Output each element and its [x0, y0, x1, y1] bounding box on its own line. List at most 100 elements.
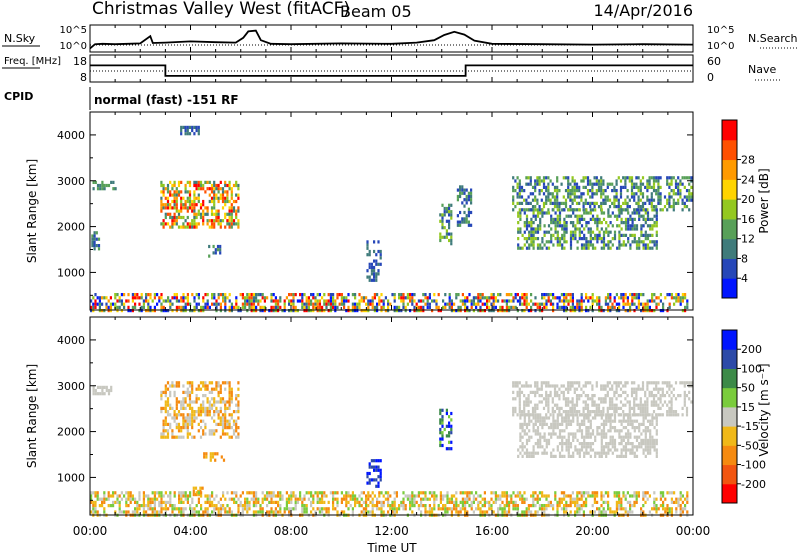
scatter-cell [657, 198, 660, 202]
scatter-cell [569, 413, 573, 417]
scatter-cell [175, 403, 178, 407]
scatter-cell [279, 305, 282, 309]
scatter-cell [409, 507, 412, 511]
scatter-cell [512, 208, 515, 212]
scatter-cell [674, 182, 678, 186]
scatter-cell [193, 132, 196, 136]
scatter-cell [147, 309, 150, 313]
scatter-cell [569, 293, 572, 297]
scatter-cell [175, 193, 178, 197]
scatter-cell [668, 305, 671, 309]
scatter-cell [516, 394, 519, 398]
scatter-cell [519, 296, 522, 300]
scatter-cell [90, 491, 93, 495]
scatter-cell [523, 296, 526, 300]
scatter-cell [461, 497, 464, 501]
scatter-cell [169, 203, 172, 207]
scatter-cell [650, 390, 653, 394]
scatter-cell [611, 224, 614, 228]
scatter-cell [653, 445, 656, 449]
scatter-cell [628, 413, 631, 417]
scatter-cell [525, 384, 528, 388]
scatter-cell [653, 416, 656, 420]
scatter-cell [563, 419, 566, 423]
scatter-cell [644, 246, 647, 250]
scatter-cell [591, 400, 594, 404]
scatter-cell [217, 293, 220, 297]
scatter-cell [406, 497, 409, 501]
scatter-cell [450, 232, 453, 236]
scatter-cell [182, 400, 185, 404]
colorbar-segment [722, 179, 737, 200]
scatter-cell [162, 419, 165, 423]
scatter-cell [668, 192, 671, 196]
scatter-cell [650, 195, 653, 199]
scatter-cell [443, 206, 446, 211]
scatter-cell [615, 195, 618, 199]
scatter-cell [578, 309, 581, 313]
scatter-cell [415, 302, 418, 306]
scatter-cell [371, 510, 374, 514]
scatter-cell [564, 400, 568, 404]
scatter-cell [605, 442, 608, 446]
scatter-cell [479, 510, 482, 514]
scatter-cell [611, 435, 614, 439]
scatter-cell [288, 494, 291, 498]
scatter-cell [197, 397, 200, 401]
scatter-cell [252, 510, 255, 514]
scatter-cell [459, 191, 462, 195]
scatter-cell [525, 217, 529, 221]
scatter-cell [653, 293, 656, 297]
scatter-cell [619, 189, 623, 193]
scatter-cell [578, 422, 581, 426]
scatter-cell [422, 497, 425, 501]
scatter-cell [428, 491, 431, 495]
scatter-cell [92, 491, 95, 495]
scatter-cell [650, 381, 653, 385]
scatter-cell [611, 451, 614, 455]
scatter-cell [413, 293, 416, 297]
scatter-cell [277, 309, 280, 313]
scatter-cell [235, 296, 238, 300]
scatter-cell [602, 429, 606, 433]
scatter-cell [602, 419, 606, 423]
scatter-cell [514, 296, 517, 300]
scatter-cell [193, 206, 196, 210]
scatter-cell [219, 419, 222, 423]
scatter-cell [587, 429, 590, 433]
scatter-cell [162, 206, 165, 210]
scatter-cell [589, 397, 592, 401]
scatter-cell [532, 500, 535, 504]
scatter-cell [169, 384, 172, 388]
scatter-cell [169, 497, 172, 501]
scatter-cell [552, 243, 555, 247]
scatter-cell [175, 209, 178, 213]
scatter-cell [613, 230, 617, 234]
scatter-cell [543, 451, 546, 455]
scatter-cell [180, 305, 183, 309]
scatter-cell [569, 182, 572, 186]
scatter-cell [203, 452, 206, 456]
scatter-cell [244, 500, 247, 504]
scatter-cell [288, 293, 291, 297]
scatter-cell [571, 189, 574, 193]
scatter-cell [191, 384, 194, 388]
scatter-cell [268, 500, 271, 504]
scatter-cell [182, 296, 185, 300]
scatter-cell [602, 384, 605, 388]
scatter-cell [622, 233, 625, 237]
scatter-cell [162, 187, 165, 191]
scatter-cell [646, 243, 650, 247]
scatter-cell [221, 413, 225, 417]
scatter-cell [631, 293, 634, 297]
scatter-cell [655, 448, 658, 452]
scatter-cell [180, 215, 183, 220]
scatter-cell [586, 179, 590, 183]
scatter-cell [226, 193, 229, 197]
scatter-cell [670, 195, 673, 199]
scatter-cell [263, 494, 266, 498]
scatter-cell [288, 309, 291, 313]
scatter-cell [224, 296, 227, 300]
scatter-cell [237, 225, 240, 229]
scatter-cell [211, 455, 215, 459]
